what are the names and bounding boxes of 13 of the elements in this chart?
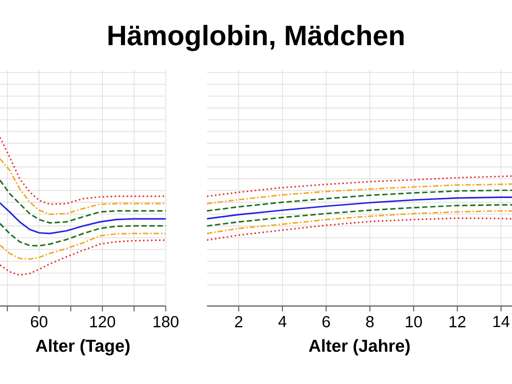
x-axis-title: Alter (Jahre) (308, 339, 410, 356)
x-tick-label: 120 (90, 316, 116, 328)
x-tick-label: 180 (154, 316, 178, 328)
x-axis-title: Alter (Tage) (36, 339, 130, 356)
x-tick-label: 2 (235, 316, 242, 328)
x-tick-label: 4 (278, 316, 286, 328)
x-tick-label: 8 (366, 316, 374, 328)
x-tick-label: 60 (30, 316, 48, 328)
text: Hämoglobin, Mädchen (108, 24, 404, 52)
x-tick-label: 10 (406, 316, 422, 328)
x-tick-label: 14 (493, 316, 510, 328)
x-tick-label: 12 (450, 316, 466, 328)
x-tick-label: 6 (322, 316, 330, 328)
